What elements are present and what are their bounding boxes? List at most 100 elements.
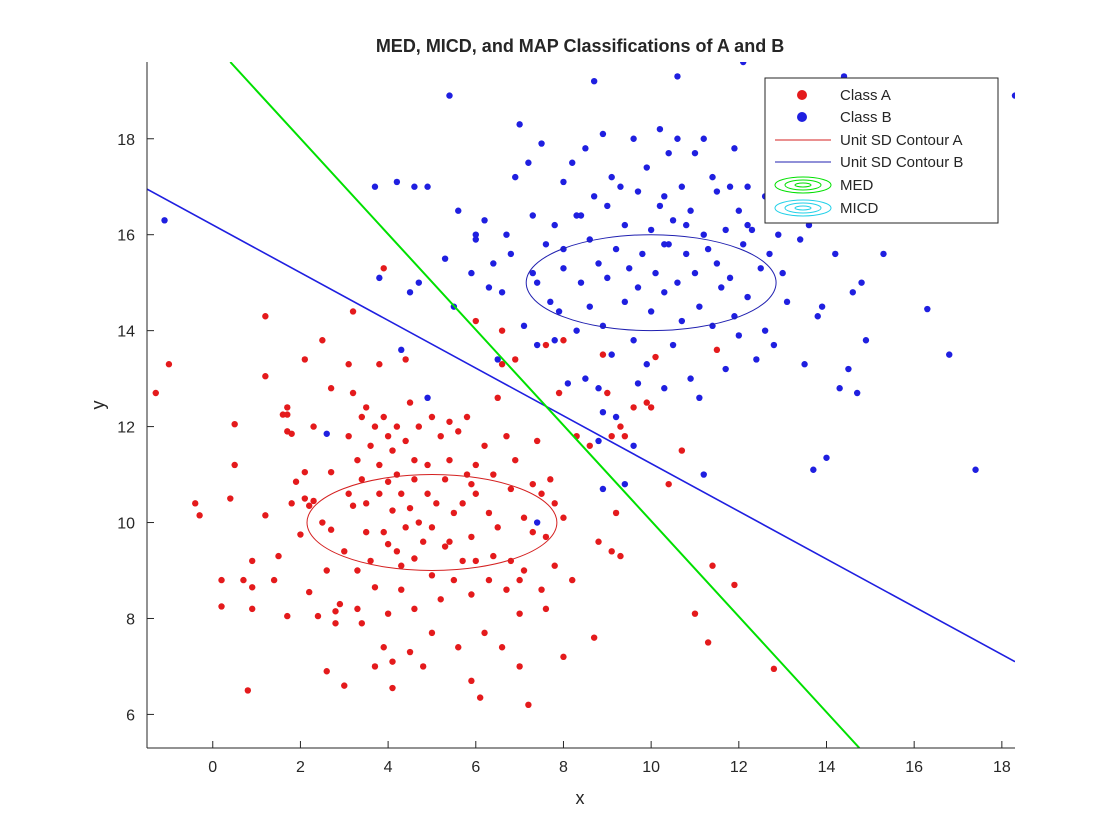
class-b-point: [634, 188, 642, 195]
class-a-point: [384, 610, 392, 617]
class-a-point: [354, 567, 361, 574]
class-a-point: [516, 576, 523, 584]
class-b-point: [398, 346, 405, 354]
class-b-point: [560, 265, 567, 272]
class-a-point: [569, 576, 576, 584]
class-a-point: [538, 490, 545, 497]
class-b-point: [599, 408, 607, 416]
class-b-point: [599, 485, 607, 493]
class-a-point: [446, 456, 453, 464]
class-a-point: [345, 490, 352, 497]
class-a-point: [367, 442, 374, 449]
class-b-point: [472, 231, 479, 238]
class-b-point: [551, 221, 558, 229]
class-a-point: [446, 538, 453, 545]
contour-b-ellipse: [525, 234, 777, 332]
class-b-point: [516, 121, 523, 128]
series-layer: [147, 62, 1015, 748]
class-a-point: [533, 437, 541, 445]
class-a-point: [288, 500, 295, 507]
class-a-point: [538, 586, 545, 593]
class-b-point: [832, 250, 839, 258]
class-a-point: [485, 509, 493, 517]
class-a-point: [551, 562, 558, 569]
class-b-point: [669, 217, 677, 224]
class-a-point: [560, 337, 567, 344]
class-a-point: [490, 471, 497, 478]
class-a-point: [319, 519, 326, 526]
class-b-point: [761, 327, 769, 334]
class-a-point: [262, 512, 269, 519]
class-b-point: [498, 289, 506, 296]
class-a-point: [516, 663, 523, 670]
class-a-point: [349, 308, 357, 315]
plot-area: 0 2 4 6 8 10 12 14 16 18 6 8 10 12 14 16 18: [117, 62, 1015, 776]
class-a-point: [301, 468, 309, 476]
class-b-point: [529, 212, 536, 219]
class-a-point: [384, 432, 392, 440]
class-b-point: [406, 289, 414, 296]
class-a-point: [595, 538, 602, 545]
class-a-point: [332, 620, 339, 627]
class-b-point: [836, 385, 843, 392]
class-a-point: [428, 413, 436, 421]
class-b-point: [665, 241, 672, 248]
class-b-point: [735, 332, 743, 339]
class-a-point: [494, 394, 501, 402]
class-a-point: [402, 524, 409, 531]
class-a-point: [481, 442, 488, 449]
class-a-point: [240, 576, 247, 584]
class-a-point: [327, 385, 335, 392]
class-b-point: [704, 245, 712, 253]
class-a-point: [551, 500, 558, 507]
class-a-point: [301, 495, 309, 502]
class-a-point: [691, 610, 699, 617]
class-a-point: [612, 509, 620, 517]
class-b-point: [441, 255, 449, 262]
class-a-point: [249, 557, 256, 565]
class-b-point: [753, 356, 760, 363]
x-tick-label: 2: [296, 759, 305, 776]
class-a-point: [542, 605, 550, 613]
class-a-point: [665, 480, 672, 488]
x-tick-label: 16: [905, 759, 923, 776]
class-b-point: [630, 135, 637, 142]
class-a-point: [450, 576, 458, 584]
y-tick-label: 10: [117, 516, 135, 533]
class-a-point: [428, 572, 436, 579]
class-b-point: [411, 183, 418, 190]
class-b-point: [661, 241, 668, 248]
class-b-point: [424, 394, 431, 402]
class-a-point: [428, 524, 436, 531]
class-a-point: [424, 461, 431, 469]
y-tick-label: 8: [126, 611, 135, 628]
class-a-point: [393, 548, 401, 555]
class-a-point: [367, 557, 374, 565]
class-a-point: [275, 552, 282, 560]
class-a-point: [389, 447, 396, 454]
class-a-point: [468, 533, 475, 541]
class-a-point: [415, 519, 422, 526]
class-a-point: [472, 557, 479, 565]
class-a-point: [529, 480, 536, 488]
class-a-point: [476, 694, 484, 701]
class-a-point: [503, 586, 510, 593]
class-b-point: [555, 308, 563, 315]
class-a-point: [709, 562, 716, 569]
class-b-point: [490, 260, 497, 267]
class-b-point: [726, 183, 734, 190]
class-a-point: [428, 629, 436, 637]
class-a-point: [398, 586, 405, 593]
class-a-point: [402, 356, 409, 363]
class-a-point: [314, 612, 322, 620]
class-b-point: [595, 260, 602, 267]
class-a-point: [323, 668, 330, 675]
class-b-point: [880, 250, 887, 258]
class-a-point: [249, 584, 256, 591]
y-tick-label: 6: [126, 707, 135, 724]
class-a-point: [332, 608, 339, 615]
class-a-point: [450, 509, 458, 517]
class-b-point: [560, 178, 567, 186]
class-b-point: [849, 289, 856, 296]
class-b-point: [643, 164, 650, 171]
